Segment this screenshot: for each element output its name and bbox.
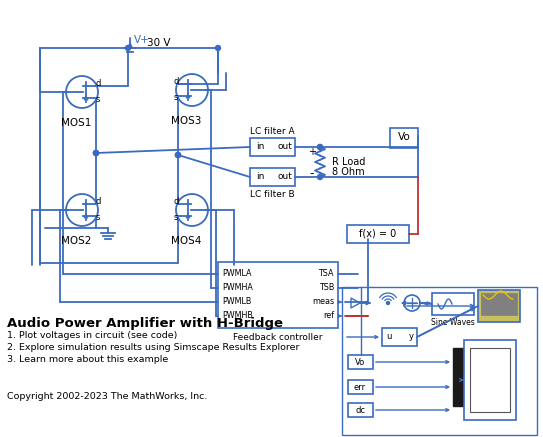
Text: LC filter A: LC filter A — [250, 127, 295, 136]
Text: Vo: Vo — [355, 358, 365, 367]
Circle shape — [318, 145, 323, 149]
Text: s: s — [174, 214, 178, 222]
Bar — [348, 380, 373, 394]
Text: Audio Power Amplifier with H-Bridge: Audio Power Amplifier with H-Bridge — [7, 317, 283, 330]
Circle shape — [387, 302, 389, 305]
Bar — [481, 293, 517, 315]
Text: MOS3: MOS3 — [171, 116, 201, 126]
Text: TSB: TSB — [319, 284, 334, 292]
Text: d: d — [96, 198, 100, 207]
Text: Vo: Vo — [397, 132, 411, 142]
Circle shape — [175, 153, 180, 157]
Text: d: d — [173, 77, 179, 87]
Bar — [348, 355, 373, 369]
Text: d: d — [173, 198, 179, 207]
Text: in: in — [256, 172, 264, 181]
Text: PWMHA: PWMHA — [222, 284, 253, 292]
Text: 2. Explore simulation results using Simscape Results Explorer: 2. Explore simulation results using Sims… — [7, 343, 300, 352]
Text: dc: dc — [355, 406, 365, 415]
Circle shape — [318, 145, 323, 149]
Text: Copyright 2002-2023 The MathWorks, Inc.: Copyright 2002-2023 The MathWorks, Inc. — [7, 392, 207, 401]
Text: out: out — [278, 142, 293, 151]
Circle shape — [93, 150, 98, 156]
Circle shape — [93, 150, 98, 156]
Bar — [453, 348, 463, 406]
Bar — [432, 293, 474, 315]
Text: PWMLB: PWMLB — [222, 298, 251, 306]
Text: err: err — [354, 383, 366, 392]
Bar — [342, 287, 537, 435]
Text: -: - — [310, 167, 314, 180]
Circle shape — [125, 45, 130, 51]
Bar — [250, 168, 295, 186]
Bar — [464, 340, 516, 420]
Text: PWMLA: PWMLA — [222, 270, 251, 278]
Text: out: out — [278, 172, 293, 181]
Text: u: u — [386, 332, 392, 341]
Text: R Load: R Load — [332, 157, 365, 167]
Text: LC filter B: LC filter B — [250, 190, 295, 199]
Text: in: in — [256, 142, 264, 151]
Text: d: d — [96, 80, 100, 89]
Bar — [382, 328, 417, 346]
Text: meas: meas — [312, 298, 334, 306]
Text: MOS1: MOS1 — [61, 118, 91, 128]
Polygon shape — [351, 298, 360, 308]
Circle shape — [216, 45, 220, 51]
Text: s: s — [96, 96, 100, 104]
Text: s: s — [174, 94, 178, 103]
Text: PWMHB: PWMHB — [222, 312, 253, 320]
Circle shape — [175, 153, 180, 157]
Text: ref: ref — [323, 312, 334, 320]
Text: Feedback controller: Feedback controller — [233, 333, 323, 342]
Bar — [218, 262, 338, 328]
Text: 8 Ohm: 8 Ohm — [332, 167, 365, 177]
Text: Sine Waves: Sine Waves — [431, 318, 475, 327]
Text: s: s — [96, 214, 100, 222]
Bar — [347, 225, 409, 243]
Text: f(x) = 0: f(x) = 0 — [359, 229, 396, 239]
Text: MOS4: MOS4 — [171, 236, 201, 246]
Text: TSA: TSA — [319, 270, 334, 278]
Bar — [348, 403, 373, 417]
Circle shape — [175, 153, 180, 157]
Circle shape — [318, 174, 323, 180]
Text: 30 V: 30 V — [147, 38, 171, 48]
Text: MOS2: MOS2 — [61, 236, 91, 246]
Circle shape — [93, 150, 98, 156]
Text: +: + — [308, 147, 316, 157]
Text: 1. Plot voltages in circuit (see code): 1. Plot voltages in circuit (see code) — [7, 331, 178, 340]
Bar — [250, 138, 295, 156]
Text: V+: V+ — [134, 35, 150, 45]
Bar — [470, 348, 510, 412]
Text: 3. Learn more about this example: 3. Learn more about this example — [7, 355, 168, 364]
Bar — [478, 290, 520, 322]
Bar — [390, 128, 418, 148]
Text: y: y — [409, 332, 414, 341]
